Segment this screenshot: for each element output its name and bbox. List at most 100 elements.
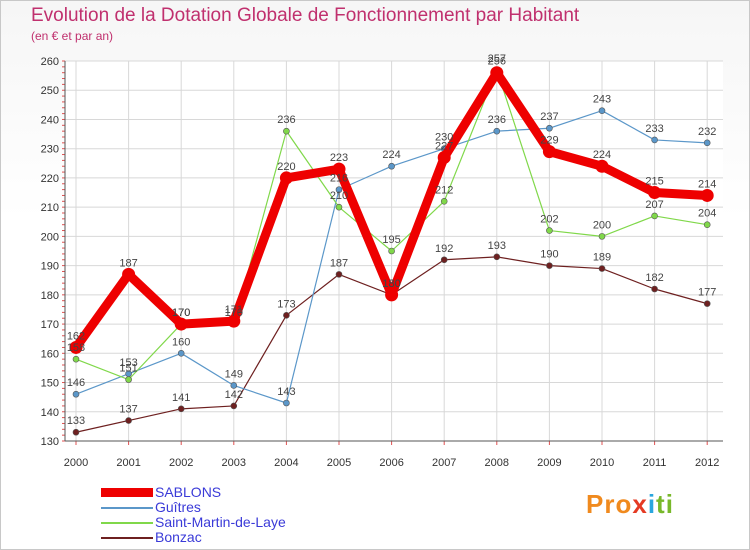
x-tick-label: 2007	[432, 457, 456, 469]
x-tick-label: 2006	[379, 457, 403, 469]
data-point	[490, 66, 504, 80]
legend-label: Guîtres	[155, 499, 201, 515]
legend-swatch	[101, 536, 153, 539]
data-point	[493, 127, 501, 135]
data-point	[598, 233, 606, 240]
data-label: 170	[172, 307, 190, 319]
data-label: 170	[225, 307, 243, 319]
data-label: 193	[488, 240, 506, 252]
x-tick-label: 2011	[643, 457, 667, 469]
data-label: 212	[435, 184, 453, 196]
data-point	[703, 300, 711, 307]
data-point	[72, 428, 80, 436]
data-label: 180	[382, 278, 400, 290]
data-point	[651, 285, 658, 293]
data-point	[227, 314, 241, 328]
x-tick-label: 2009	[537, 457, 561, 469]
chart-title: Evolution de la Dotation Globale de Fonc…	[31, 5, 580, 26]
data-point	[388, 247, 395, 255]
data-label: 141	[172, 392, 190, 404]
data-label: 215	[645, 176, 663, 188]
legend-item: Saint-Martin-de-Laye	[101, 515, 286, 530]
data-label: 182	[645, 272, 663, 284]
data-point	[125, 376, 132, 383]
legend-swatch	[101, 521, 153, 524]
x-tick-label: 2000	[64, 457, 88, 469]
data-point	[385, 288, 399, 302]
data-point	[703, 221, 711, 228]
y-tick-label: 210	[41, 202, 59, 214]
data-point	[542, 145, 556, 159]
data-label: 158	[67, 342, 85, 354]
data-label: 236	[277, 114, 295, 126]
y-tick-label: 180	[41, 290, 59, 302]
data-label: 151	[119, 363, 137, 375]
data-label: 162	[67, 330, 85, 342]
data-label: 160	[172, 336, 190, 348]
data-label: 149	[225, 368, 243, 380]
data-point	[174, 317, 188, 331]
x-tick-label: 2010	[590, 457, 614, 469]
data-point	[388, 162, 395, 170]
data-label: 170	[172, 307, 190, 319]
data-point	[335, 203, 343, 211]
y-tick-label: 170	[41, 319, 59, 331]
data-point	[648, 186, 662, 200]
data-point	[283, 312, 290, 319]
data-label: 220	[277, 161, 295, 173]
data-point	[651, 136, 658, 144]
proxiti-logo: Proxiti	[586, 489, 674, 519]
data-point	[598, 107, 606, 114]
data-point	[177, 350, 185, 357]
data-label: 180	[382, 278, 400, 290]
data-label: 243	[593, 94, 611, 106]
legend: SABLONS Guîtres Saint-Martin-de-Laye Bonzac	[101, 485, 286, 545]
y-tick-label: 250	[41, 85, 59, 97]
data-label: 189	[593, 252, 611, 264]
data-point	[72, 355, 80, 363]
data-label: 230	[435, 132, 453, 144]
data-point	[598, 265, 606, 272]
y-tick-label: 160	[41, 348, 59, 360]
x-tick-label: 2001	[116, 457, 140, 469]
chart-subtitle: (en € et par an)	[31, 29, 114, 43]
data-point	[69, 340, 83, 354]
data-label: 237	[540, 111, 558, 123]
data-label: 229	[540, 135, 558, 147]
data-label: 236	[488, 114, 506, 126]
data-point	[335, 271, 343, 278]
data-label: 195	[382, 234, 400, 246]
y-tick-label: 200	[41, 231, 59, 243]
x-tick-label: 2012	[695, 457, 719, 469]
x-tick-label: 2003	[222, 457, 246, 469]
data-point	[125, 417, 132, 424]
data-label: 224	[382, 149, 400, 161]
data-point	[230, 402, 238, 410]
data-label: 200	[593, 219, 611, 231]
data-point	[279, 171, 293, 185]
data-point	[283, 127, 290, 135]
data-point	[493, 253, 501, 261]
data-label: 153	[119, 357, 137, 369]
y-tick-label: 260	[41, 56, 59, 68]
x-tick-label: 2002	[169, 457, 193, 469]
legend-swatch	[101, 506, 153, 509]
legend-label: Bonzac	[155, 529, 202, 545]
data-label: 223	[330, 152, 348, 164]
data-point	[335, 186, 343, 193]
data-label: 224	[593, 149, 611, 161]
y-tick-label: 240	[41, 114, 59, 126]
data-label: 177	[698, 287, 716, 299]
legend-item: Bonzac	[101, 530, 286, 545]
legend-label: Saint-Martin-de-Laye	[155, 514, 286, 530]
data-label: 137	[119, 404, 137, 416]
data-label: 227	[435, 140, 453, 152]
data-point	[546, 262, 553, 269]
legend-item: SABLONS	[101, 485, 286, 500]
data-label: 190	[540, 249, 558, 261]
y-tick-label: 150	[41, 378, 59, 390]
data-point	[230, 382, 238, 389]
data-point	[177, 405, 185, 413]
data-label: 216	[330, 173, 348, 185]
